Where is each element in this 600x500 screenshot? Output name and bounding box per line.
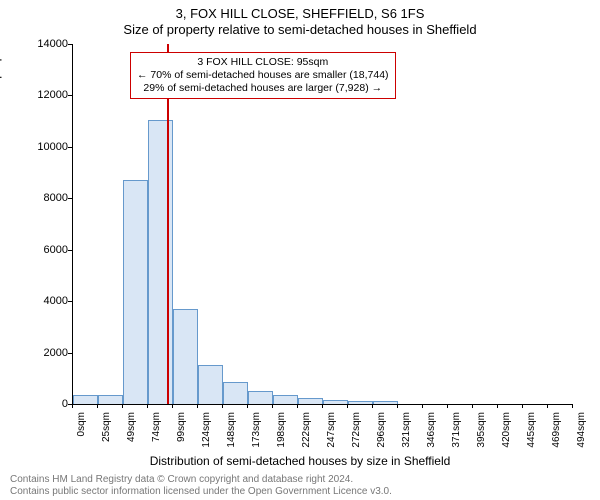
x-tick-mark bbox=[522, 404, 523, 408]
x-tick-mark bbox=[447, 404, 448, 408]
x-tick-mark bbox=[497, 404, 498, 408]
x-tick-label: 247sqm bbox=[326, 412, 337, 452]
x-tick-label: 0sqm bbox=[76, 412, 87, 452]
x-tick-label: 99sqm bbox=[176, 412, 187, 452]
x-tick-mark bbox=[197, 404, 198, 408]
histogram-bar bbox=[273, 395, 298, 404]
x-tick-label: 395sqm bbox=[476, 412, 487, 452]
footer-attribution: Contains HM Land Registry data © Crown c… bbox=[10, 474, 392, 498]
y-tick-mark bbox=[68, 250, 72, 251]
y-tick-label: 6000 bbox=[30, 244, 68, 256]
x-tick-label: 371sqm bbox=[451, 412, 462, 452]
x-tick-label: 296sqm bbox=[376, 412, 387, 452]
x-tick-label: 272sqm bbox=[351, 412, 362, 452]
x-tick-mark bbox=[72, 404, 73, 408]
y-tick-label: 12000 bbox=[30, 89, 68, 101]
y-axis-label: Number of semi-detached properties bbox=[0, 25, 2, 220]
x-tick-label: 494sqm bbox=[576, 412, 587, 452]
histogram-bar bbox=[173, 309, 198, 404]
histogram-bar bbox=[198, 365, 223, 404]
annotation-line-3: 29% of semi-detached houses are larger (… bbox=[137, 82, 389, 95]
x-tick-mark bbox=[97, 404, 98, 408]
x-tick-label: 148sqm bbox=[226, 412, 237, 452]
y-tick-mark bbox=[68, 198, 72, 199]
x-tick-label: 222sqm bbox=[301, 412, 312, 452]
histogram-bar bbox=[298, 398, 323, 404]
x-tick-label: 173sqm bbox=[251, 412, 262, 452]
x-axis-label: Distribution of semi-detached houses by … bbox=[0, 454, 600, 468]
x-tick-label: 124sqm bbox=[201, 412, 212, 452]
y-tick-label: 4000 bbox=[30, 295, 68, 307]
histogram-bar bbox=[73, 395, 98, 404]
y-tick-label: 0 bbox=[30, 398, 68, 410]
chart-supertitle: 3, FOX HILL CLOSE, SHEFFIELD, S6 1FS bbox=[0, 6, 600, 21]
histogram-bar bbox=[373, 401, 398, 404]
x-tick-label: 49sqm bbox=[126, 412, 137, 452]
x-tick-label: 420sqm bbox=[501, 412, 512, 452]
histogram-bar bbox=[323, 400, 348, 404]
y-tick-mark bbox=[68, 44, 72, 45]
x-tick-mark bbox=[222, 404, 223, 408]
footer-line-1: Contains HM Land Registry data © Crown c… bbox=[10, 474, 392, 486]
histogram-bar bbox=[348, 401, 373, 404]
x-tick-label: 198sqm bbox=[276, 412, 287, 452]
x-tick-mark bbox=[297, 404, 298, 408]
x-tick-mark bbox=[247, 404, 248, 408]
x-tick-label: 346sqm bbox=[426, 412, 437, 452]
histogram-bar bbox=[223, 382, 248, 404]
y-tick-label: 14000 bbox=[30, 38, 68, 50]
reference-annotation: 3 FOX HILL CLOSE: 95sqm ← 70% of semi-de… bbox=[130, 52, 396, 99]
y-tick-mark bbox=[68, 301, 72, 302]
x-tick-mark bbox=[372, 404, 373, 408]
y-tick-mark bbox=[68, 353, 72, 354]
annotation-line-1: 3 FOX HILL CLOSE: 95sqm bbox=[137, 56, 389, 69]
x-tick-mark bbox=[472, 404, 473, 408]
chart-title: Size of property relative to semi-detach… bbox=[0, 22, 600, 37]
y-tick-mark bbox=[68, 95, 72, 96]
y-tick-label: 2000 bbox=[30, 347, 68, 359]
x-tick-label: 445sqm bbox=[526, 412, 537, 452]
footer-line-2: Contains public sector information licen… bbox=[10, 486, 392, 498]
x-tick-mark bbox=[147, 404, 148, 408]
x-tick-mark bbox=[122, 404, 123, 408]
histogram-bar bbox=[248, 391, 273, 404]
y-tick-label: 10000 bbox=[30, 141, 68, 153]
histogram-bar bbox=[148, 120, 173, 404]
histogram-bar bbox=[123, 180, 148, 404]
x-tick-mark bbox=[322, 404, 323, 408]
x-tick-label: 469sqm bbox=[551, 412, 562, 452]
x-tick-label: 74sqm bbox=[151, 412, 162, 452]
x-tick-label: 321sqm bbox=[401, 412, 412, 452]
annotation-line-2: ← 70% of semi-detached houses are smalle… bbox=[137, 69, 389, 82]
x-tick-mark bbox=[422, 404, 423, 408]
y-tick-label: 8000 bbox=[30, 192, 68, 204]
x-tick-label: 25sqm bbox=[101, 412, 112, 452]
x-tick-mark bbox=[397, 404, 398, 408]
x-tick-mark bbox=[272, 404, 273, 408]
histogram-bar bbox=[98, 395, 123, 404]
x-tick-mark bbox=[547, 404, 548, 408]
y-tick-mark bbox=[68, 147, 72, 148]
x-tick-mark bbox=[347, 404, 348, 408]
x-tick-mark bbox=[172, 404, 173, 408]
x-tick-mark bbox=[572, 404, 573, 408]
